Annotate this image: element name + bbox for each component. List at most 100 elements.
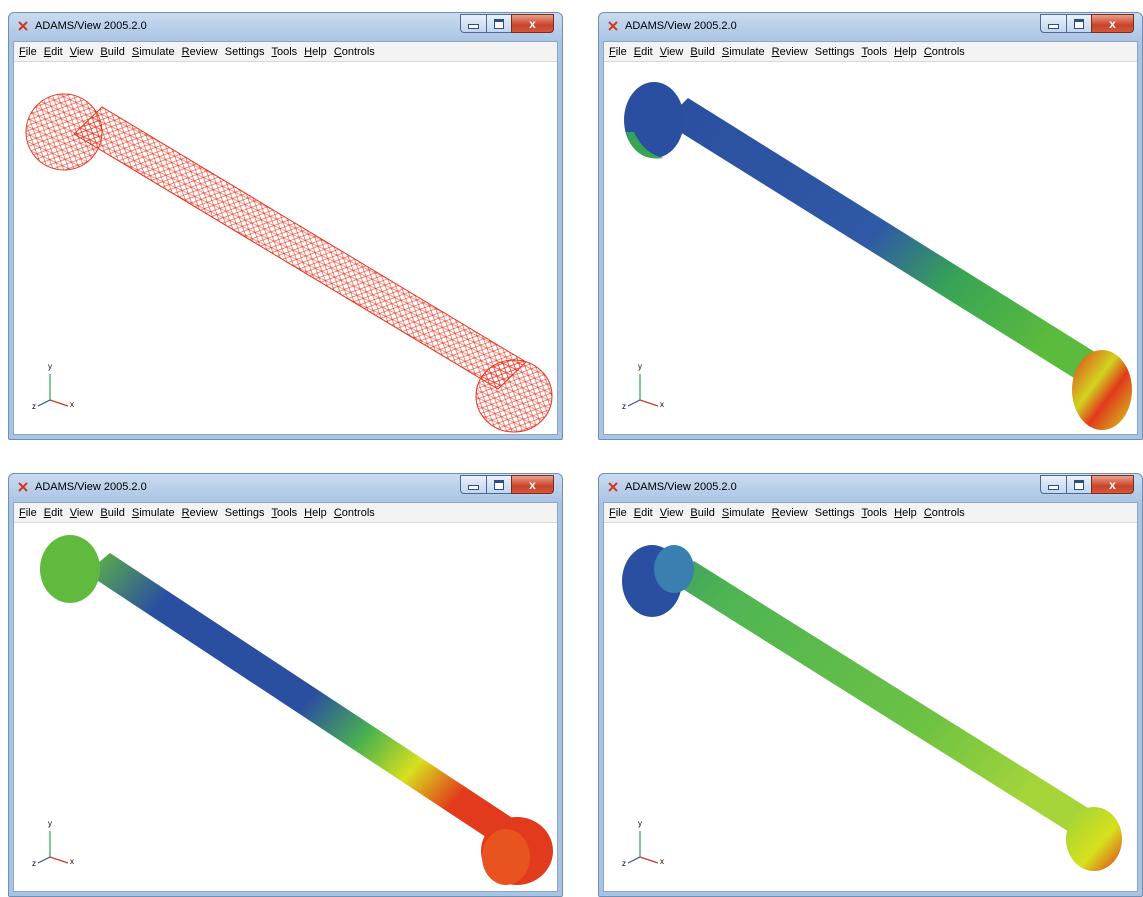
menu-item-tools[interactable]: Tools <box>271 46 297 58</box>
menu-accelerator: V <box>69 506 77 519</box>
menu-label: ools <box>866 506 888 519</box>
menu-accelerator: S <box>721 506 730 519</box>
menu-item-tools[interactable]: Tools <box>861 507 887 519</box>
menu-accelerator: B <box>100 45 108 58</box>
close-button[interactable]: x <box>511 14 554 33</box>
maximize-button[interactable] <box>1066 14 1091 33</box>
menu-bar: File Edit View Build Simulate Review Settings T… <box>604 42 1137 61</box>
graphics-viewport[interactable]: y x z <box>14 522 557 891</box>
menu-accelerator: F <box>19 45 26 58</box>
menu-item-review[interactable]: Review <box>182 507 218 519</box>
menu-accelerator: V <box>69 45 77 58</box>
menu-item-edit[interactable]: Edit <box>44 46 63 58</box>
graphics-viewport[interactable]: y x z <box>604 522 1137 891</box>
title-bar[interactable]: ADAMS/View 2005.2.0 x <box>599 474 1142 502</box>
axis-triad: y x z <box>622 819 668 869</box>
title-bar[interactable]: ADAMS/View 2005.2.0 x <box>9 474 562 502</box>
menu-item-view[interactable]: View <box>70 507 94 519</box>
menu-item-help[interactable]: Help <box>894 46 917 58</box>
menu-label: ile <box>25 45 37 58</box>
menu-label: imulate <box>729 45 765 58</box>
menu-label: ile <box>615 506 627 519</box>
contour-model <box>624 82 1132 430</box>
menu-accelerator: E <box>633 45 642 58</box>
maximize-button[interactable] <box>486 475 511 494</box>
menu-accelerator: F <box>19 506 26 519</box>
title-bar[interactable]: ADAMS/View 2005.2.0 x <box>599 13 1142 41</box>
cylinder-end-left <box>40 535 100 603</box>
menu-item-simulate[interactable]: Simulate <box>722 507 765 519</box>
axis-x-label: x <box>660 857 664 866</box>
maximize-button[interactable] <box>1066 475 1091 494</box>
axis-x-label: x <box>70 857 74 866</box>
minimize-button[interactable] <box>460 475 486 494</box>
menu-item-help[interactable]: Help <box>304 46 327 58</box>
menu-label: Settings <box>224 506 265 519</box>
menu-item-help[interactable]: Help <box>304 507 327 519</box>
minimize-button[interactable] <box>1040 14 1066 33</box>
menu-item-view[interactable]: View <box>70 46 94 58</box>
menu-item-controls[interactable]: Controls <box>924 507 965 519</box>
menu-item-review[interactable]: Review <box>772 507 808 519</box>
title-bar[interactable]: ADAMS/View 2005.2.0 x <box>9 13 562 41</box>
menu-label: iew <box>76 506 94 519</box>
menu-item-controls[interactable]: Controls <box>334 46 375 58</box>
client-area: File Edit View Build Simulate Review Settings T… <box>603 41 1138 435</box>
close-button[interactable]: x <box>511 475 554 494</box>
menu-item-help[interactable]: Help <box>894 507 917 519</box>
menu-item-simulate[interactable]: Simulate <box>132 46 175 58</box>
menu-item-tools[interactable]: Tools <box>861 46 887 58</box>
cylinder-end-left <box>25 93 103 171</box>
menu-item-file[interactable]: File <box>19 46 37 58</box>
menu-item-view[interactable]: View <box>660 46 684 58</box>
graphics-viewport[interactable]: y x z <box>14 61 557 434</box>
menu-item-build[interactable]: Build <box>100 507 124 519</box>
menu-item-settings[interactable]: Settings <box>225 507 265 519</box>
cylinder-end-right <box>475 359 553 433</box>
graphics-viewport[interactable]: y x z <box>604 61 1137 434</box>
maximize-button[interactable] <box>486 14 511 33</box>
menu-label: dit <box>51 45 63 58</box>
minimize-icon <box>1048 24 1059 29</box>
menu-item-settings[interactable]: Settings <box>815 507 855 519</box>
client-area: File Edit View Build Simulate Review Settings T… <box>13 41 558 435</box>
axis-triad: y x z <box>32 362 78 412</box>
menu-item-file[interactable]: File <box>609 46 627 58</box>
menu-accelerator: S <box>721 45 730 58</box>
menu-item-file[interactable]: File <box>609 507 627 519</box>
menu-item-controls[interactable]: Controls <box>334 507 375 519</box>
menu-accelerator: T <box>861 45 867 58</box>
menu-item-view[interactable]: View <box>660 507 684 519</box>
maximize-icon <box>1074 479 1084 490</box>
menu-item-controls[interactable]: Controls <box>924 46 965 58</box>
close-button[interactable]: x <box>1091 14 1134 33</box>
menu-item-tools[interactable]: Tools <box>271 507 297 519</box>
adams-window-contour-2: ADAMS/View 2005.2.0 x File Edit View Build S… <box>8 473 563 897</box>
menu-item-edit[interactable]: Edit <box>634 507 653 519</box>
axis-z-label: z <box>32 402 36 411</box>
menu-label: uild <box>697 506 715 519</box>
minimize-button[interactable] <box>1040 475 1066 494</box>
axis-y-label: y <box>48 819 52 828</box>
minimize-button[interactable] <box>460 14 486 33</box>
menu-item-build[interactable]: Build <box>690 507 714 519</box>
close-button[interactable]: x <box>1091 475 1134 494</box>
menu-item-edit[interactable]: Edit <box>44 507 63 519</box>
maximize-icon <box>494 18 504 29</box>
menu-item-build[interactable]: Build <box>100 46 124 58</box>
menu-bar: File Edit View Build Simulate Review Settings T… <box>604 503 1137 522</box>
menu-item-review[interactable]: Review <box>182 46 218 58</box>
menu-item-edit[interactable]: Edit <box>634 46 653 58</box>
menu-item-review[interactable]: Review <box>772 46 808 58</box>
minimize-icon <box>1048 485 1059 490</box>
cylinder-end-right <box>1066 807 1122 871</box>
menu-item-settings[interactable]: Settings <box>225 46 265 58</box>
menu-label: ools <box>276 506 298 519</box>
menu-item-build[interactable]: Build <box>690 46 714 58</box>
menu-item-simulate[interactable]: Simulate <box>132 507 175 519</box>
menu-item-settings[interactable]: Settings <box>815 46 855 58</box>
menu-item-file[interactable]: File <box>19 507 37 519</box>
adams-app-icon <box>608 482 618 492</box>
menu-item-simulate[interactable]: Simulate <box>722 46 765 58</box>
axis-y-label: y <box>48 362 52 371</box>
